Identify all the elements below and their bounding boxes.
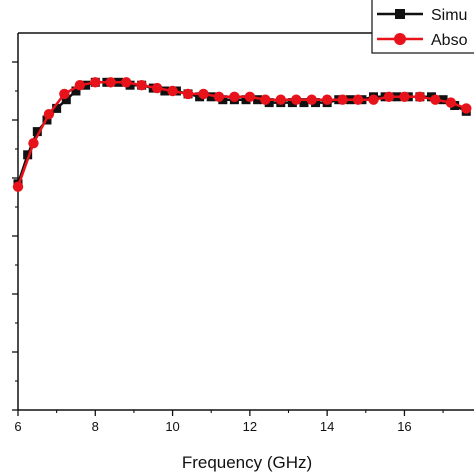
series-abso-point (59, 88, 70, 100)
series-abso-point (74, 80, 86, 91)
series-abso-point (275, 94, 286, 105)
legend-item-abso-label: Abso (431, 32, 468, 49)
series-abso-point (198, 88, 209, 100)
series-simu-point (160, 86, 170, 96)
series-simu-point (253, 95, 263, 105)
series-abso-point (213, 91, 225, 103)
x-tick-label: 12 (243, 419, 257, 434)
legend-box (371, 0, 474, 54)
series-simu-point (206, 92, 216, 102)
x-tick-label: 10 (165, 419, 179, 434)
series-abso-point (399, 91, 410, 103)
series-abso-point (306, 94, 317, 105)
x-tick-label: 14 (320, 419, 334, 434)
x-tick-label: 16 (397, 419, 411, 434)
series-abso-point (430, 94, 441, 105)
series-abso-point (28, 138, 39, 149)
legend-item-abso: Abso (377, 32, 468, 49)
series-abso-point (260, 94, 271, 105)
series-simu-point (61, 95, 71, 105)
series-simu-point (52, 103, 62, 113)
series-abso-point (167, 85, 178, 97)
series-abso-point (244, 91, 256, 103)
series-simu-point (23, 150, 33, 160)
series-simu-point (299, 98, 309, 108)
series-abso-point (368, 94, 379, 105)
series-abso-point (12, 181, 24, 192)
legend-item-simu: Simu (377, 7, 467, 24)
series-abso-point (461, 103, 472, 114)
legend-item-abso-marker (394, 33, 406, 45)
series-abso-point (414, 91, 426, 103)
series-abso-point (383, 91, 395, 103)
series-abso-point (291, 94, 302, 105)
series-abso-point (337, 94, 348, 105)
series-abso-point (136, 80, 147, 91)
series-abso-point (121, 77, 132, 88)
series-abso-point (229, 91, 240, 103)
x-tick-label: 6 (14, 419, 21, 434)
series-abso-point (352, 94, 364, 105)
series-abso-line (16, 81, 467, 188)
legend-item-simu-marker (395, 9, 405, 19)
series-abso-point (151, 82, 163, 94)
x-axis-title: Frequency (GHz) (182, 453, 312, 472)
series-simu-point (32, 127, 42, 137)
series-abso-point (105, 77, 116, 88)
series-abso-point (90, 77, 101, 88)
legend-item-simu-label: Simu (431, 7, 467, 24)
series-abso-point (445, 97, 457, 108)
series-simu-point (71, 86, 81, 96)
legend: Simu Abso (371, 0, 474, 54)
series-simu-point (438, 95, 448, 105)
series-abso-point (43, 109, 55, 120)
series-abso (12, 77, 472, 192)
series-abso-point (182, 88, 194, 100)
series-abso-point (321, 94, 333, 105)
x-tick-label: 8 (92, 419, 99, 434)
